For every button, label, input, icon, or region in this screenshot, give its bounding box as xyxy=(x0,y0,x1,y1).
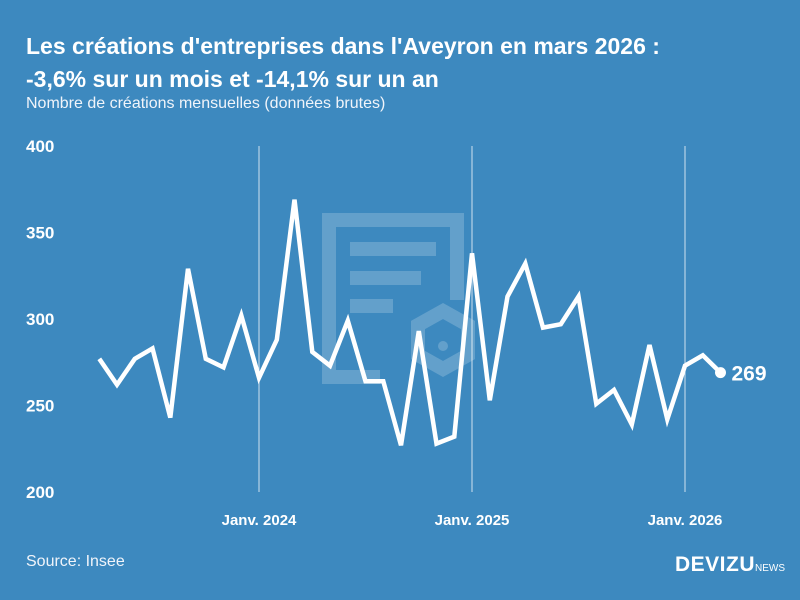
source-note: Source: Insee xyxy=(26,553,125,570)
chart-subtitle: Nombre de créations mensuelles (données … xyxy=(26,95,386,112)
logo-suffix: NEWS xyxy=(755,563,786,574)
x-tick-label: Janv. 2024 xyxy=(222,512,297,529)
last-value-label: 269 xyxy=(732,363,767,386)
x-tick-label: Janv. 2026 xyxy=(648,512,723,529)
logo-text: DEVIZU xyxy=(675,553,756,576)
title-line-1: Les créations d'entreprises dans l'Aveyr… xyxy=(26,33,660,59)
title-line-2: -3,6% sur un mois et -14,1% sur un an xyxy=(26,66,439,92)
series-line xyxy=(97,199,723,447)
x-tick-label: Janv. 2025 xyxy=(435,512,510,529)
devizu-logo: DEVIZUNEWS xyxy=(675,553,785,577)
data-point xyxy=(715,367,726,379)
chart-title: Les créations d'entreprises dans l'Aveyr… xyxy=(26,30,660,96)
y-tick-label: 300 xyxy=(26,310,54,329)
y-tick-label: 400 xyxy=(26,137,54,156)
y-tick-label: 200 xyxy=(26,483,54,502)
watermark-document-icon xyxy=(322,213,475,384)
y-tick-label: 350 xyxy=(26,224,54,243)
y-tick-label: 250 xyxy=(26,397,54,416)
